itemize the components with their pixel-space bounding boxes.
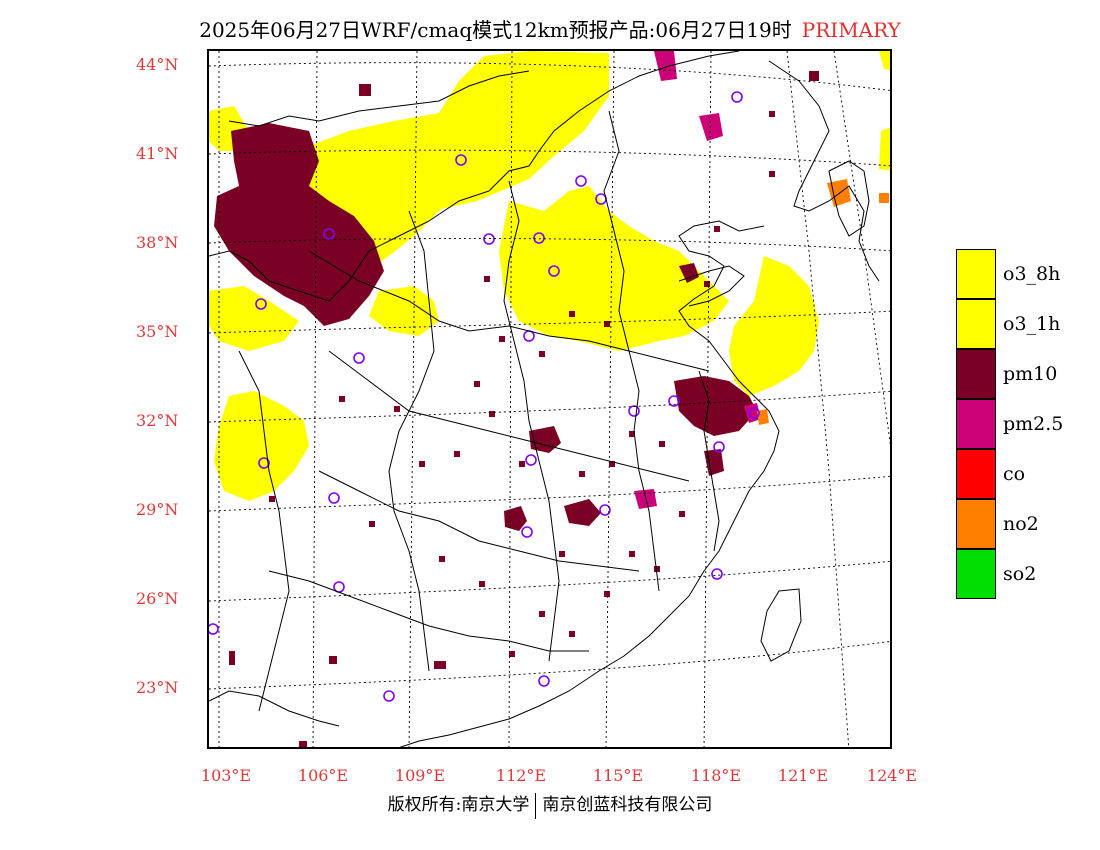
forecast-map [207,49,892,749]
legend-item-o3-8h: o3_8h [956,249,1060,299]
map-canvas [209,51,890,747]
o3-hebei-shandong [499,186,729,351]
legend-item-pm25: pm2.5 [956,399,1063,449]
province-3 [318,470,640,572]
pm10-inner-mongolia [214,123,384,326]
lat-23 [209,641,890,690]
lat-26 [209,560,890,602]
legend-swatch [956,549,996,599]
province-7 [603,110,660,592]
graticule [209,51,890,747]
province-6 [503,180,560,662]
lon-109 [408,51,418,747]
legend-swatch [956,249,996,299]
o3-north-region [309,51,609,276]
lon-106 [312,51,318,747]
o3-gansu-west [209,286,299,351]
legend-label: pm2.5 [1003,413,1064,435]
o3-northeast-tip [879,127,890,171]
lon-label-112: 112°E [495,766,547,785]
copyright-footer: 版权所有:南京大学 南京创蓝科技有限公司 [0,790,1100,819]
lat-29 [209,475,890,512]
legend-item-pm10: pm10 [956,349,1057,399]
northeast-border [768,60,880,282]
lon-112 [508,51,513,747]
copyright-left: 版权所有:南京大学 [387,795,530,815]
lat-label-41: 41°N [136,144,179,163]
primary-tag: PRIMARY [801,18,901,42]
lon-label-115: 115°E [592,766,644,785]
legend-label: no2 [1003,513,1039,535]
lon-124 [833,51,890,445]
legend-swatch [956,399,996,449]
lat-label-29: 29°N [136,500,179,519]
lat-label-23: 23°N [136,678,179,697]
korea [828,160,870,237]
hainan-area [209,690,340,727]
legend-swatch [956,449,996,499]
pm10-shandong-patch [679,263,699,283]
o3-jiangsu-coast [729,256,819,396]
province-1 [308,250,710,372]
copyright-right: 南京创蓝科技有限公司 [542,795,713,815]
pm25-liaoning [699,113,723,141]
lon-121 [786,51,850,747]
province-9 [698,370,720,552]
legend-item-so2: so2 [956,549,1036,599]
lon-label-106: 106°E [297,766,349,785]
legend-swatch [956,349,996,399]
province-2 [328,350,690,482]
lat-32 [209,390,890,423]
lon-label-109: 109°E [394,766,446,785]
pm25-northeast [654,51,677,81]
taiwan [760,588,802,662]
lon-label-121: 121°E [777,766,829,785]
legend-item-no2: no2 [956,499,1039,549]
lat-label-32: 32°N [136,411,179,430]
lat-label-35: 35°N [136,322,179,341]
legend-item-co: co [956,449,1025,499]
o3-regions [209,51,890,501]
no2-korea-small [879,193,889,203]
pm10-hunan [504,506,527,531]
province-4 [268,570,589,652]
lat-label-26: 26°N [136,589,179,608]
boundaries [209,51,880,747]
pm10-zhejiang [704,449,724,476]
map-title-text: 2025年06月27日WRF/cmaq模式12km预报产品:06月27日19时 [199,18,792,42]
lon-118 [703,51,712,747]
legend-label: o3_8h [1003,263,1061,285]
pm10-jiangxi [564,499,601,526]
no2-shanghai [757,409,769,425]
legend-swatch [956,499,996,549]
site-markers [209,91,760,702]
legend-label: pm10 [1003,363,1058,385]
lat-label-38: 38°N [136,233,179,252]
pollutant-legend: o3_8h o3_1h pm10 pm2.5 co no2 so2 [956,249,1063,599]
o3-sichuan [214,391,309,501]
legend-swatch [956,299,996,349]
o3-ne-top [879,51,890,71]
map-title: 2025年06月27日WRF/cmaq模式12km预报产品:06月27日19时 P… [0,14,1100,43]
province-8 [238,350,290,712]
inner-mongolia-line [228,70,530,127]
lon-115 [605,51,615,747]
china-north-border [209,51,740,302]
legend-label: co [1003,463,1026,485]
footer-separator [535,792,537,819]
pm10-hubei [529,426,561,453]
pm10-east-china [674,376,757,436]
lon-label-103: 103°E [200,766,252,785]
lon-label-118: 118°E [690,766,742,785]
lat-label-44: 44°N [136,55,179,74]
pm10-regions [214,123,757,531]
legend-label: o3_1h [1003,313,1061,335]
o3-shaanxi [369,286,439,336]
legend-label: so2 [1003,563,1037,585]
lon-label-124: 124°E [866,766,918,785]
province-5 [388,210,435,672]
legend-item-o3-1h: o3_1h [956,299,1060,349]
pm10-scatter [229,71,819,747]
